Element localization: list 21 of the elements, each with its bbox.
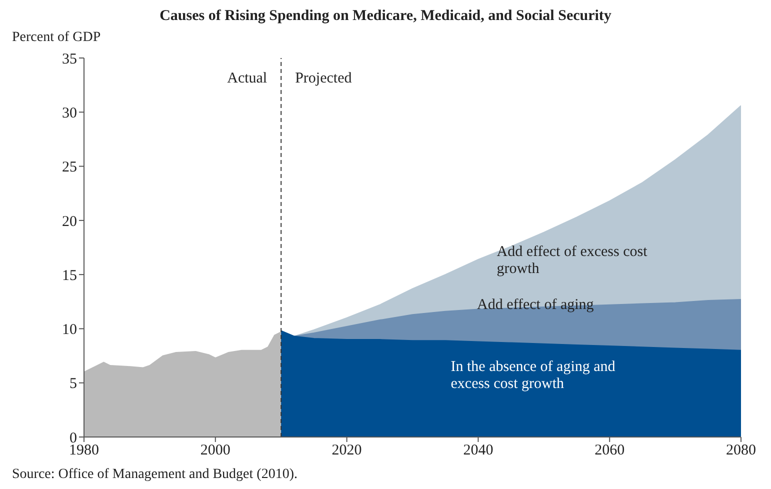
chart-title: Causes of Rising Spending on Medicare, Medicaid, and Social Security	[158, 8, 612, 26]
series-label: Add effect of excess cost growth	[496, 244, 648, 278]
x-tick-label: 2060	[594, 442, 625, 459]
y-tick-label: 20	[62, 214, 77, 230]
y-tick-label: 10	[62, 322, 77, 338]
y-tick-label: 30	[62, 105, 77, 122]
y-tick-label: 35	[62, 51, 77, 68]
x-tick-label: 2020	[332, 442, 362, 459]
y-axis-title: Percent of GDP	[12, 30, 102, 47]
x-tick-label: 2040	[463, 442, 494, 459]
annotation: Projected	[295, 70, 352, 87]
source-note: Source: Office of Management and Budget (2010).	[12, 467, 298, 483]
x-tick-label: 1980	[69, 442, 99, 459]
x-tick-label: 2000	[200, 442, 230, 459]
y-tick-label: 25	[62, 160, 77, 176]
x-tick-label: 2080	[726, 442, 756, 459]
y-tick-label: 15	[62, 268, 77, 284]
series-label: In the absence of aging and excess cost growth	[450, 359, 616, 394]
annotation: Actual	[227, 70, 268, 87]
y-tick-label: 5	[70, 376, 77, 392]
series-label: Add effect of aging	[477, 296, 595, 314]
